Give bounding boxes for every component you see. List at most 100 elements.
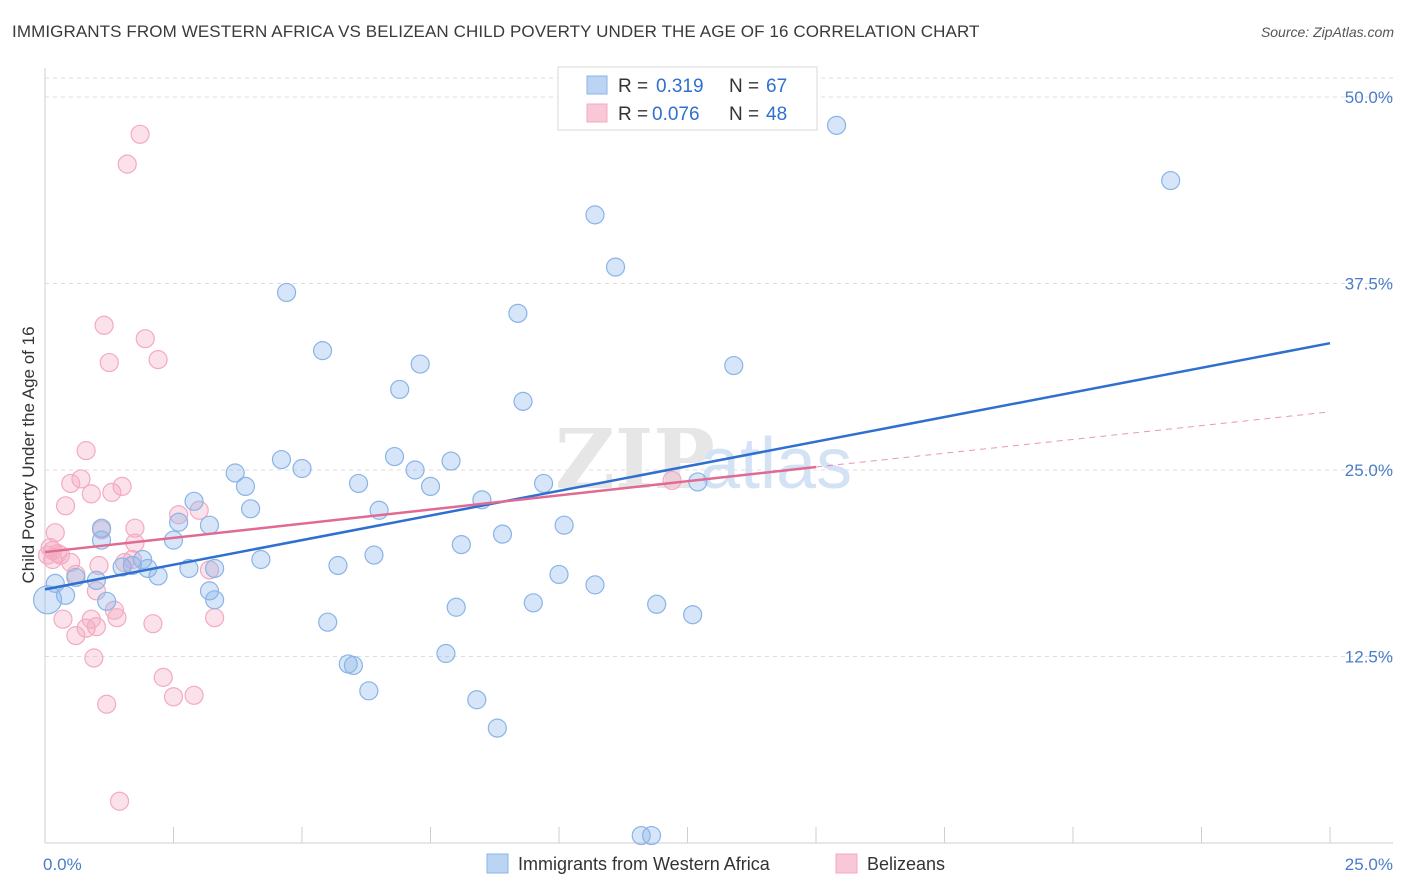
western-africa-point-48 xyxy=(508,303,528,323)
western-africa-point-60 xyxy=(683,605,703,625)
western-africa-points xyxy=(32,115,1181,846)
western-africa-point-29 xyxy=(328,555,348,576)
belizeans-point-19 xyxy=(89,555,109,576)
western-africa-point-65 xyxy=(199,581,220,601)
legend-r-value-2: 0.076 xyxy=(652,104,700,125)
western-africa-point-59 xyxy=(647,594,667,614)
stats-legend: R = 0.319 N = 67 R = 0.076 N = 48 xyxy=(557,66,818,131)
western-africa-point-37 xyxy=(405,460,425,480)
y-tick-label-0: 12.5% xyxy=(1345,648,1393,667)
belizeans-point-22 xyxy=(99,352,119,373)
belizeans-point-45 xyxy=(48,543,68,564)
belizeans-point-41 xyxy=(189,500,209,520)
western-africa-point-62 xyxy=(724,355,744,376)
watermark-atlas: atlas xyxy=(700,424,852,504)
chart-source: Source: ZipAtlas.com xyxy=(1260,24,1394,40)
western-africa-point-18 xyxy=(205,590,225,610)
western-africa-point-41 xyxy=(441,451,461,471)
western-africa-point-50 xyxy=(523,593,543,613)
western-africa-point-42 xyxy=(446,597,466,617)
belizeans-point-6 xyxy=(55,496,76,516)
western-africa-point-40 xyxy=(436,643,456,664)
y-tick-label-2: 37.5% xyxy=(1345,275,1393,294)
western-africa-point-25 xyxy=(276,282,297,303)
western-africa-point-24 xyxy=(292,458,312,479)
western-africa-point-47 xyxy=(492,524,513,544)
western-africa-point-5 xyxy=(112,557,132,577)
belizeans-point-30 xyxy=(122,549,142,570)
western-africa-point-38 xyxy=(410,354,430,374)
belizeans-point-35 xyxy=(143,614,163,634)
watermark: ZIP atlas xyxy=(555,412,852,508)
belizeans-point-12 xyxy=(76,441,96,461)
belizeans-point-18 xyxy=(86,617,107,637)
belizeans-point-38 xyxy=(163,687,184,707)
western-africa-point-52 xyxy=(549,564,569,585)
western-africa-point-14 xyxy=(184,491,204,511)
x-tick-label-min: 0.0% xyxy=(43,855,82,874)
y-tick-label-3: 50.0% xyxy=(1345,88,1393,107)
belizeans-trend-extension xyxy=(815,411,1331,468)
legend-n-value-2: 48 xyxy=(766,104,787,125)
western-africa-point-54 xyxy=(585,575,605,595)
belizeans-point-31 xyxy=(125,518,145,538)
western-africa-point-16 xyxy=(199,515,220,535)
western-africa-point-27 xyxy=(318,612,338,632)
y-tick-labels: 12.5% 25.0% 37.5% 50.0% xyxy=(1345,88,1393,667)
series-legend-label-pink: Belizeans xyxy=(867,854,945,874)
western-africa-point-33 xyxy=(364,545,384,565)
series-legend: Immigrants from Western Africa Belizeans xyxy=(486,853,945,874)
belizeans-point-43 xyxy=(205,608,225,628)
belizeans-point-26 xyxy=(107,608,127,628)
belizeans-point-13 xyxy=(76,618,96,638)
belizeans-point-17 xyxy=(86,581,107,601)
western-africa-point-58 xyxy=(641,825,662,846)
belizeans-point-8 xyxy=(61,473,81,494)
belizeans-point-39 xyxy=(169,505,189,525)
western-africa-point-66 xyxy=(122,555,142,576)
belizeans-point-40 xyxy=(184,685,204,705)
western-africa-point-44 xyxy=(467,690,487,710)
legend-r-label-1: R = xyxy=(618,76,648,97)
western-africa-point-31 xyxy=(348,473,369,494)
legend-r-value-1: 0.319 xyxy=(656,76,704,97)
belizeans-point-28 xyxy=(112,476,132,497)
western-africa-point-55 xyxy=(585,205,605,225)
western-africa-trend-line xyxy=(44,341,1331,591)
series-legend-swatch-blue xyxy=(486,853,509,874)
western-africa-point-39 xyxy=(420,476,441,497)
chart-title: IMMIGRANTS FROM WESTERN AFRICA VS BELIZE… xyxy=(12,22,980,41)
legend-r-label-2: R = xyxy=(618,104,648,125)
western-africa-point-57 xyxy=(631,825,651,846)
western-africa-point-19 xyxy=(225,463,245,483)
western-africa-point-13 xyxy=(179,558,199,579)
western-africa-point-36 xyxy=(390,379,410,400)
belizeans-point-23 xyxy=(97,694,117,714)
western-africa-point-15 xyxy=(169,512,189,532)
western-africa-point-64 xyxy=(1161,170,1181,191)
legend-swatch-blue xyxy=(586,75,608,95)
axes xyxy=(44,68,1393,844)
belizeans-point-11 xyxy=(71,469,91,489)
western-africa-point-32 xyxy=(359,681,379,701)
western-africa-point-8 xyxy=(97,591,117,611)
western-africa-point-12 xyxy=(163,530,184,550)
western-africa-point-53 xyxy=(554,515,574,535)
gridlines xyxy=(45,77,1393,657)
western-africa-point-46 xyxy=(487,718,507,738)
western-africa-point-51 xyxy=(533,473,554,494)
western-africa-point-35 xyxy=(384,446,405,467)
western-africa-point-63 xyxy=(826,115,847,135)
belizeans-point-21 xyxy=(94,315,114,335)
western-africa-point-11 xyxy=(133,549,153,570)
western-africa-point-23 xyxy=(271,449,292,470)
belizeans-point-24 xyxy=(102,482,122,502)
belizeans-point-3 xyxy=(45,523,65,543)
western-africa-point-20 xyxy=(235,476,256,497)
western-africa-point-43 xyxy=(451,534,471,555)
belizeans-point-37 xyxy=(153,667,173,687)
belizeans-point-36 xyxy=(148,349,168,370)
legend-swatch-pink xyxy=(586,103,608,123)
x-tick-label-max: 25.0% xyxy=(1345,855,1393,874)
